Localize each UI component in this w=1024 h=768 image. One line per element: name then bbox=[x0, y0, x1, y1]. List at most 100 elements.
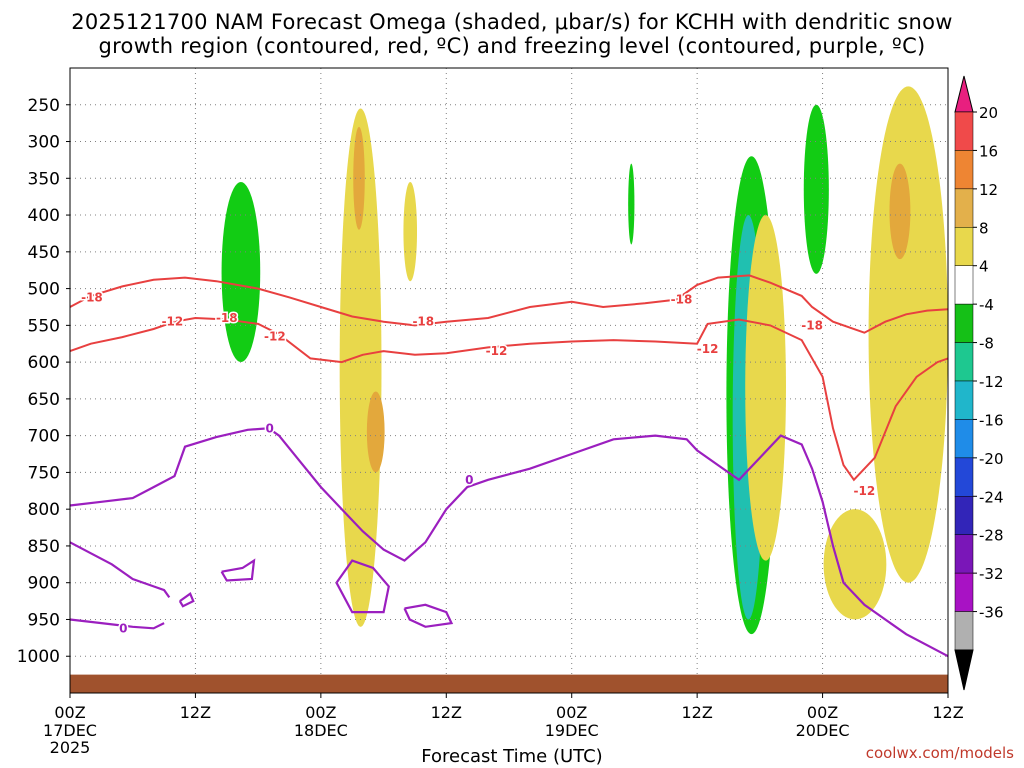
dgz-contour--18 bbox=[69, 274, 949, 334]
contour-label-layer: -18 -12 -18 -12 -18 -12 -18 -12 -18 -12 0 0 0 bbox=[80, 289, 877, 637]
freezing-contour-3 bbox=[178, 592, 195, 608]
y-tick-label: 550 bbox=[28, 316, 60, 336]
contour-label: -12 bbox=[697, 342, 719, 356]
colorbar-label: -8 bbox=[979, 335, 994, 353]
contour-label: -12 bbox=[264, 329, 286, 343]
omega-region-orange-core-18dec-06z bbox=[366, 391, 385, 473]
y-tick-label: 850 bbox=[28, 537, 60, 557]
colorbar-label: -20 bbox=[979, 450, 1004, 468]
contour-label: -18 bbox=[412, 315, 434, 329]
x-tick-label: 00Z bbox=[807, 703, 838, 722]
omega-region-yellow-plume-18dec-08z bbox=[403, 181, 418, 282]
x-tick-sublabel: 2025 bbox=[50, 738, 91, 757]
colorbar-swatch bbox=[954, 457, 974, 497]
colorbar-swatch bbox=[954, 380, 974, 420]
plot-frame bbox=[69, 67, 949, 694]
terrain-layer bbox=[70, 674, 948, 693]
omega-region-green-cell-19dec-03z bbox=[628, 163, 635, 245]
y-tick-label: 350 bbox=[28, 169, 60, 189]
y-tick-label: 1000 bbox=[17, 647, 60, 667]
omega-shading-layer bbox=[70, 68, 948, 693]
omega-region-green-column-19dec-20z bbox=[803, 104, 829, 274]
x-tick-label: 00Z bbox=[305, 703, 336, 722]
omega-region-yellow-plume-18dec-03z bbox=[339, 108, 382, 627]
colorbar-label: -36 bbox=[979, 604, 1004, 622]
omega-region-yellow-plume-20dec-10z bbox=[868, 86, 948, 583]
x-tick-sublabel: 17DEC bbox=[43, 721, 97, 740]
x-tick-label: 00Z bbox=[556, 703, 587, 722]
y-tick-label: 700 bbox=[28, 427, 60, 447]
colorbar-label: 4 bbox=[979, 258, 989, 276]
y-tick-label: 400 bbox=[28, 206, 60, 226]
y-tick-label: 650 bbox=[28, 390, 60, 410]
contour-label: -18 bbox=[671, 293, 693, 307]
colorbar-swatch bbox=[954, 303, 974, 343]
freezing-contour-5 bbox=[335, 559, 390, 614]
freezing-contour-0 bbox=[69, 427, 949, 658]
omega-region-yellow-column-19dec-17z bbox=[745, 215, 786, 561]
x-tick-sublabel: 20DEC bbox=[796, 721, 850, 740]
colorbar-swatch bbox=[954, 534, 974, 574]
x-tick-label: 12Z bbox=[932, 703, 963, 722]
contour-label: 0 bbox=[119, 621, 127, 635]
contour-label: -12 bbox=[854, 484, 876, 498]
colorbar-swatch bbox=[954, 496, 974, 535]
omega-region-yellow-patch-20dec-02z bbox=[823, 509, 887, 620]
contour-label: -12 bbox=[486, 344, 508, 358]
colorbar-label: 16 bbox=[979, 142, 998, 160]
terrain-surface bbox=[70, 674, 948, 693]
colorbar-swatch bbox=[954, 572, 974, 612]
freezing-contour-6 bbox=[403, 603, 454, 628]
omega-region-green-core-17z bbox=[238, 281, 247, 341]
axis-layer: 250 300 350 400 450 500 550 600 650 700 750 800 850 9… bbox=[17, 67, 964, 757]
site-credit: coolwx.com/models bbox=[865, 744, 1014, 762]
y-tick-label: 950 bbox=[28, 610, 60, 630]
dgz-contour--12 bbox=[69, 316, 949, 482]
colorbar-label: -32 bbox=[979, 565, 1004, 583]
y-tick-label: 300 bbox=[28, 133, 60, 153]
contour-label: -18 bbox=[801, 318, 823, 332]
colorbar-swatch bbox=[954, 227, 974, 266]
plot-area bbox=[70, 68, 948, 693]
y-tick-label: 500 bbox=[28, 280, 60, 300]
colorbar-label: 20 bbox=[979, 104, 998, 122]
y-tick-label: 800 bbox=[28, 500, 60, 520]
chart-title-line-2: growth region (contoured, red, ºC) and f… bbox=[98, 34, 926, 58]
x-axis-title: Forecast Time (UTC) bbox=[421, 746, 603, 767]
y-tick-label: 900 bbox=[28, 574, 60, 594]
y-tick-label: 600 bbox=[28, 353, 60, 373]
colorbar: 20 16 12 8 4 -4 -8 -12 -16 -20 -24 -28 -32 -36 bbox=[954, 75, 1004, 691]
x-tick-sublabel: 19DEC bbox=[545, 721, 599, 740]
omega-region-orange-core-18dec-03z bbox=[353, 126, 365, 230]
freezing-contour-1 bbox=[69, 541, 171, 599]
colorbar-swatch bbox=[954, 188, 974, 228]
colorbar-label: 8 bbox=[979, 219, 989, 237]
y-tick-label: 450 bbox=[28, 243, 60, 263]
contour-label: -18 bbox=[81, 290, 103, 304]
colorbar-swatch bbox=[954, 150, 974, 190]
colorbar-swatch bbox=[954, 265, 974, 305]
contour-label: 0 bbox=[465, 473, 473, 487]
colorbar-label: 12 bbox=[979, 181, 998, 199]
freezing-contour-4 bbox=[220, 558, 256, 582]
colorbar-label: -28 bbox=[979, 527, 1004, 545]
colorbar-label: -12 bbox=[979, 373, 1004, 391]
colorbar-bottom-arrow bbox=[954, 649, 974, 691]
y-tick-label: 750 bbox=[28, 463, 60, 483]
colorbar-label: -24 bbox=[979, 488, 1004, 506]
x-tick-label: 12Z bbox=[180, 703, 211, 722]
colorbar-swatch bbox=[954, 342, 974, 382]
omega-region-green-cell-17-18z bbox=[221, 181, 261, 363]
colorbar-top-arrow bbox=[954, 75, 974, 113]
chart-title-line-1: 2025121700 NAM Forecast Omega (shaded, μ… bbox=[71, 10, 953, 34]
contour-label: -12 bbox=[162, 315, 184, 329]
contour-layer bbox=[69, 274, 949, 658]
x-tick-sublabel: 18DEC bbox=[294, 721, 348, 740]
freezing-contour-2 bbox=[69, 618, 165, 630]
y-tick-label: 250 bbox=[28, 96, 60, 116]
colorbar-label: -4 bbox=[979, 296, 994, 314]
omega-region-orange-core-20dec-10z bbox=[889, 163, 911, 260]
contour-label: 0 bbox=[265, 421, 273, 435]
colorbar-swatch bbox=[954, 419, 974, 459]
